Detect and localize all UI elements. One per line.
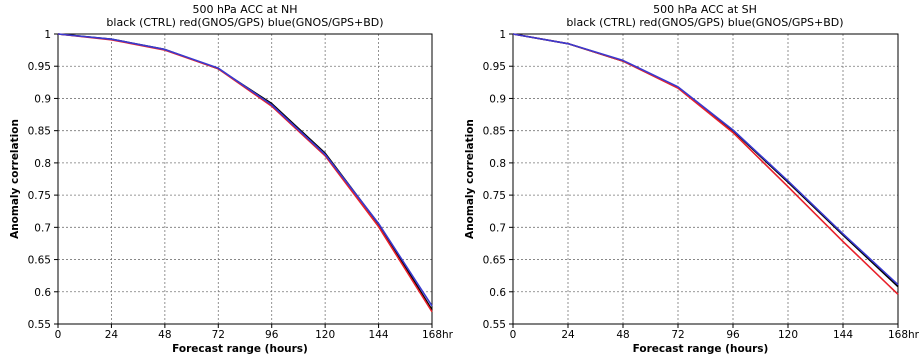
y-tick-label: 0.65 (483, 255, 506, 267)
chart-title: 500 hPa ACC at SH (653, 3, 757, 16)
x-tick-label: 72 (671, 329, 684, 341)
x-tick-label: 120 (778, 329, 798, 341)
x-tick-label: 120 (315, 329, 335, 341)
y-tick-label: 1 (499, 29, 506, 41)
chart-title: 500 hPa ACC at NH (192, 3, 297, 16)
x-tick-label: 168 (422, 329, 442, 341)
plot-frame (512, 33, 899, 325)
y-tick-label: 0.75 (483, 190, 506, 202)
y-axis-label: Anomaly correlation (464, 119, 476, 239)
y-tick-label: 1 (44, 29, 51, 41)
chart-subtitle: black (CTRL) red(GNOS/GPS) blue(GNOS/GPS… (106, 16, 383, 29)
y-tick-label: 0.8 (34, 158, 51, 170)
series-line-2 (512, 33, 899, 286)
plot-frame (57, 33, 433, 325)
chart-subtitle: black (CTRL) red(GNOS/GPS) blue(GNOS/GPS… (566, 16, 843, 29)
y-tick-label: 0.6 (34, 287, 51, 299)
x-tick-label: 48 (616, 329, 629, 341)
x-tick-label: 24 (561, 329, 575, 341)
y-tick-label: 0.55 (483, 319, 506, 331)
x-tick-label: 168 (888, 329, 908, 341)
y-tick-label: 0.9 (34, 93, 51, 105)
series-line-0 (512, 33, 899, 288)
series-line-2 (57, 33, 433, 307)
y-tick-label: 0.55 (28, 319, 51, 331)
x-tick-label: 144 (833, 329, 853, 341)
y-tick-label: 0.7 (34, 222, 51, 234)
x-tick-label: 144 (369, 329, 389, 341)
x-tick-label: 72 (212, 329, 225, 341)
x-tick-label: 24 (105, 329, 119, 341)
y-tick-label: 0.6 (489, 287, 506, 299)
series-line-1 (57, 33, 433, 313)
y-tick-label: 0.85 (483, 126, 506, 138)
x-axis-label: Forecast range (hours) (633, 343, 769, 355)
y-tick-label: 0.9 (489, 93, 506, 105)
y-tick-label: 0.95 (28, 61, 51, 73)
x-tick-label: 48 (158, 329, 171, 341)
x-tick-label: 0 (55, 329, 62, 341)
y-axis-label: Anomaly correlation (9, 119, 21, 239)
y-tick-label: 0.7 (489, 222, 506, 234)
x-axis-label: Forecast range (hours) (172, 343, 308, 355)
x-tick-label: 96 (726, 329, 740, 341)
y-tick-label: 0.85 (28, 126, 51, 138)
x-unit-label: hr (442, 329, 454, 341)
y-tick-label: 0.95 (483, 61, 506, 73)
x-tick-label: 0 (510, 329, 517, 341)
x-tick-label: 96 (265, 329, 279, 341)
y-tick-label: 0.75 (28, 190, 51, 202)
y-tick-label: 0.8 (489, 158, 506, 170)
y-tick-label: 0.65 (28, 255, 51, 267)
series-line-0 (57, 33, 433, 311)
x-unit-label: hr (908, 329, 919, 341)
series-line-1 (512, 33, 899, 295)
